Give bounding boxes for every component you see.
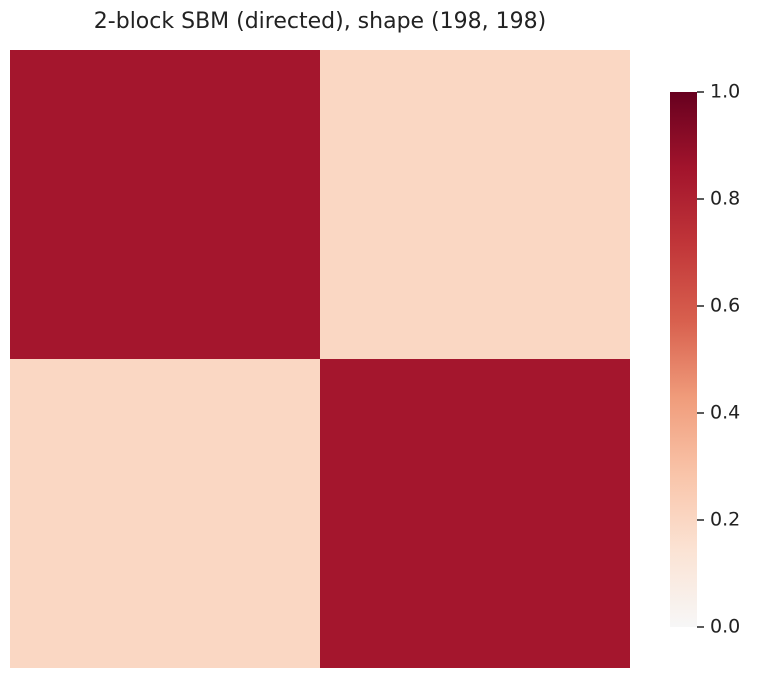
colorbar-tick-label: 0.6 — [710, 295, 740, 317]
colorbar-tick-label: 0.2 — [710, 509, 740, 531]
colorbar-tick-label: 0.4 — [710, 402, 740, 424]
colorbar-tick-label: 0.8 — [710, 188, 740, 210]
chart-title: 2-block SBM (directed), shape (198, 198) — [94, 9, 546, 34]
colorbar-tick-label: 0.0 — [710, 616, 740, 638]
heatmap-cell — [10, 359, 320, 668]
colorbar-tick-label: 1.0 — [710, 81, 740, 103]
heatmap-cell — [320, 50, 630, 359]
heatmap-cell — [320, 359, 630, 668]
heatmap-cell — [10, 50, 320, 359]
colorbar — [670, 92, 697, 627]
